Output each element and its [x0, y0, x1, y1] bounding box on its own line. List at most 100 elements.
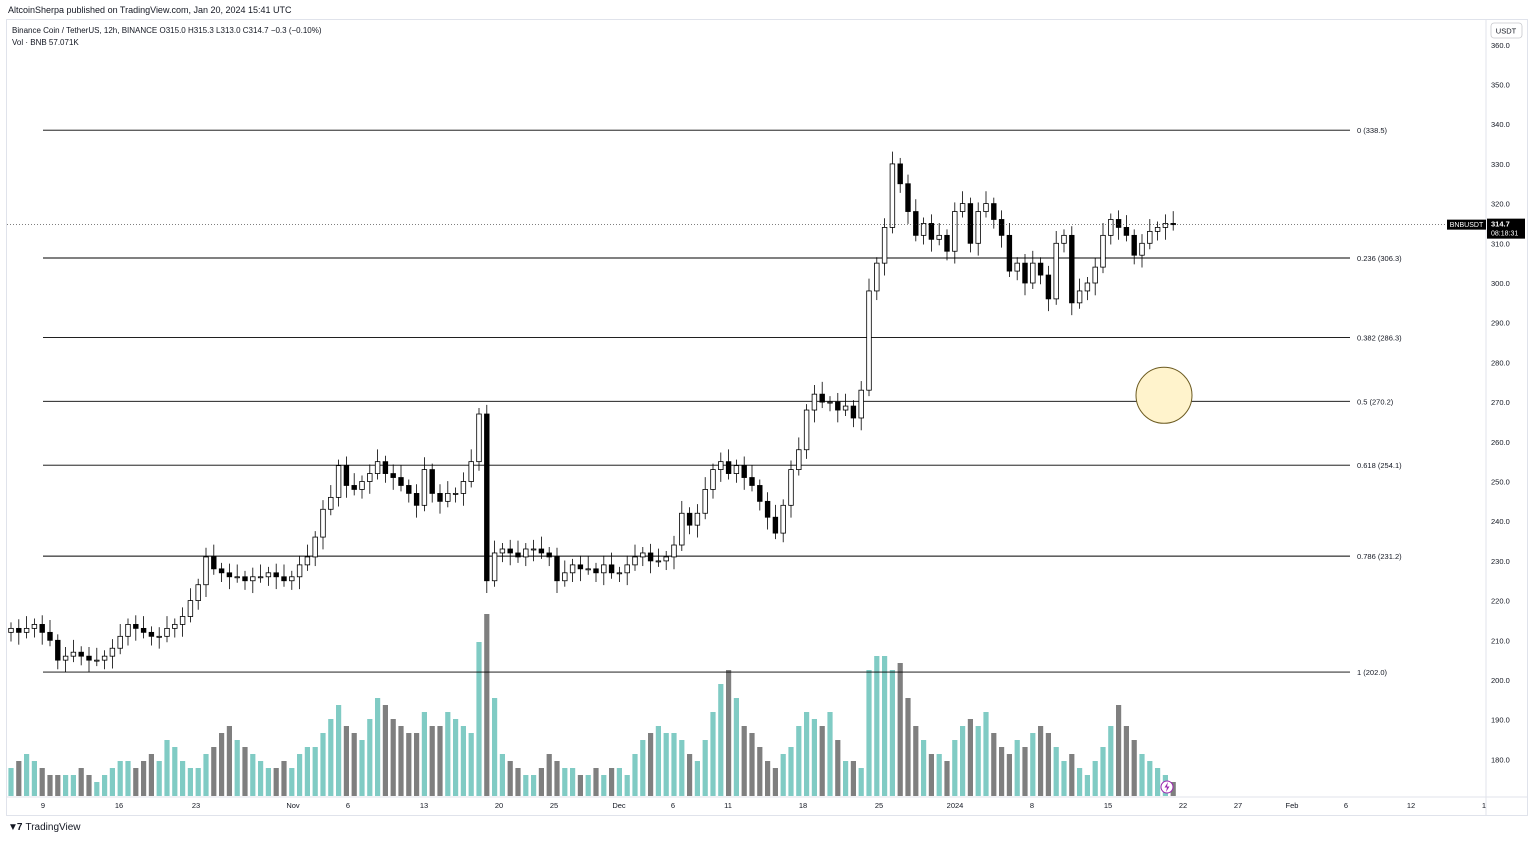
- volume-bar: [663, 733, 669, 796]
- candle-body: [78, 651, 84, 657]
- candle-body: [328, 496, 334, 510]
- volume-bar: [453, 719, 459, 796]
- volume-bar: [772, 768, 778, 796]
- candle-body: [1022, 262, 1028, 284]
- candle-body: [944, 234, 950, 252]
- volume-bar: [297, 754, 303, 796]
- candle-body: [803, 409, 810, 451]
- candle-body: [1115, 219, 1122, 228]
- volume-bar: [921, 740, 927, 796]
- volume-bar: [515, 768, 521, 796]
- candle-body: [515, 552, 521, 558]
- volume-bar: [164, 740, 170, 796]
- volume-bar: [172, 747, 178, 796]
- volume-bar: [429, 726, 435, 796]
- x-tick-label: 25: [550, 801, 558, 810]
- candle-body: [187, 600, 194, 617]
- open-label: O: [159, 26, 166, 35]
- volume-bar: [788, 747, 794, 796]
- candle-body: [959, 203, 966, 212]
- tradingview-logo[interactable]: ▼7 TradingView: [8, 822, 81, 833]
- symbol-name[interactable]: Binance Coin / TetherUS, 12h, BINANCE: [12, 26, 158, 35]
- brand-label: TradingView: [25, 822, 81, 833]
- volume-bar: [710, 712, 716, 796]
- volume-bar: [258, 761, 264, 796]
- candle-body: [382, 461, 389, 474]
- volume-bar: [484, 614, 490, 796]
- candle-body: [304, 556, 311, 566]
- candle-body: [70, 651, 77, 657]
- volume-bar: [211, 747, 217, 796]
- candle-body: [554, 556, 560, 582]
- volume-bar: [1131, 740, 1137, 796]
- candle-body: [55, 639, 61, 661]
- candle-body: [1014, 262, 1020, 272]
- volume-bar: [1123, 726, 1129, 796]
- x-tick-label: 13: [420, 801, 428, 810]
- lightning-icon[interactable]: [1160, 780, 1174, 794]
- volume-bar: [585, 775, 591, 796]
- volume-label[interactable]: Vol · BNB: [12, 38, 47, 47]
- candle-body: [164, 627, 170, 637]
- volume-bar: [1170, 782, 1176, 796]
- volume-bar: [1045, 733, 1051, 796]
- candle-body: [632, 556, 638, 566]
- x-tick-label: 18: [799, 801, 807, 810]
- candle-body: [546, 552, 552, 558]
- volume-bar: [468, 733, 474, 796]
- y-tick-label: 200.0: [1491, 676, 1510, 685]
- volume-bar: [16, 761, 22, 796]
- volume-bar: [562, 768, 568, 796]
- y-tick-label: 300.0: [1491, 279, 1510, 288]
- candle-body: [507, 548, 513, 554]
- volume-bar: [226, 726, 232, 796]
- candle-body: [47, 631, 53, 641]
- fib-label: 1 (202.0): [1357, 668, 1388, 677]
- volume-bar: [601, 775, 607, 796]
- volume-bar: [749, 733, 755, 796]
- volume-bar: [70, 775, 76, 796]
- low-label: L: [216, 26, 221, 35]
- candle-body: [788, 469, 794, 506]
- volume-value: 57.071K: [48, 38, 79, 47]
- y-tick-label: 260.0: [1491, 438, 1510, 447]
- candle-body: [920, 223, 927, 236]
- volume-bar: [141, 761, 147, 796]
- candle-body: [1123, 227, 1130, 236]
- volume-bar: [624, 775, 630, 796]
- candle-body: [1069, 234, 1075, 304]
- y-tick-label: 280.0: [1491, 358, 1510, 367]
- fib-label: 0.382 (286.3): [1357, 333, 1402, 342]
- candle-body: [413, 493, 420, 506]
- candle-body: [1092, 266, 1098, 284]
- candle-body: [749, 477, 755, 486]
- volume-bar: [554, 761, 560, 796]
- candle-body: [881, 227, 888, 264]
- candle-body: [718, 461, 724, 470]
- chart-frame[interactable]: [6, 19, 1528, 816]
- volume-bar: [1108, 726, 1114, 796]
- last-price-label: 314.7: [1491, 220, 1510, 229]
- candle-body: [156, 635, 162, 638]
- fib-label: 0 (338.5): [1357, 126, 1388, 135]
- last-price-tag: 314.7 08:18:31: [1487, 218, 1525, 239]
- candle-body: [663, 556, 669, 562]
- currency-box[interactable]: USDT: [1490, 22, 1523, 39]
- candle-body: [1053, 242, 1059, 300]
- candle-body: [827, 401, 833, 404]
- x-tick-label: 9: [41, 801, 45, 810]
- candle-body: [359, 481, 365, 490]
- volume-bar: [445, 712, 451, 796]
- candle-body: [1061, 234, 1067, 244]
- volume-bar: [858, 768, 864, 796]
- candle-body: [1139, 242, 1145, 256]
- volume-bar: [320, 733, 326, 796]
- candle-body: [265, 572, 272, 578]
- volume-bar: [499, 754, 505, 796]
- volume-bar: [640, 740, 646, 796]
- volume-bar: [507, 761, 513, 796]
- volume-bar: [1069, 754, 1075, 796]
- countdown-label: 08:18:31: [1491, 231, 1518, 238]
- volume-bar: [133, 768, 139, 796]
